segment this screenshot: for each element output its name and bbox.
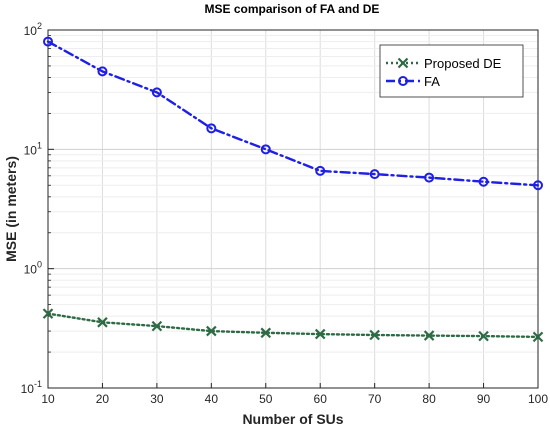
x-tick-label: 70	[368, 392, 382, 406]
x-tick-label: 20	[96, 392, 110, 406]
x-tick-label: 50	[259, 392, 273, 406]
data-point	[206, 123, 217, 134]
data-point	[315, 165, 326, 176]
legend-box	[379, 44, 524, 98]
marker-stroke	[314, 328, 326, 340]
legend-item: FA	[386, 74, 440, 89]
data-point	[423, 330, 435, 341]
data-point	[369, 169, 380, 180]
marker-stroke	[260, 327, 272, 339]
legend-swatch-marker	[397, 57, 409, 69]
legend-swatch-marker	[398, 76, 408, 86]
plot-frame	[47, 29, 539, 389]
data-point	[424, 172, 435, 183]
y-axis-label: MSE (in meters)	[3, 156, 19, 262]
data-point	[97, 66, 108, 77]
data-point	[478, 330, 489, 342]
marker-stroke	[42, 308, 54, 319]
marker-stroke	[423, 330, 435, 341]
legend-label: FA	[424, 74, 440, 89]
data-point	[43, 36, 53, 47]
data-point	[151, 320, 163, 332]
series-0	[42, 308, 544, 343]
marker-stroke	[97, 317, 108, 328]
data-point	[478, 176, 489, 187]
data-point	[369, 329, 380, 341]
marker-stroke	[369, 329, 380, 341]
marker-stroke	[397, 57, 409, 69]
x-tick-label: 100	[528, 392, 548, 406]
y-tick-label: 100	[24, 260, 42, 277]
legend-label: Proposed DE	[424, 56, 502, 71]
y-axis-ticks: 10-1 100 101 102	[21, 21, 54, 396]
y-tick-label: 102	[24, 21, 42, 38]
data-point	[97, 317, 108, 328]
marker-stroke	[532, 331, 544, 343]
y-tick-label: 101	[24, 140, 42, 157]
legend-item: Proposed DE	[386, 56, 502, 71]
x-tick-label: 80	[422, 392, 436, 406]
x-axis-label: Number of SUs	[242, 411, 343, 427]
x-tick-label: 60	[314, 392, 328, 406]
data-point	[260, 327, 272, 339]
data-point	[206, 325, 217, 337]
data-point	[314, 328, 326, 340]
legend-items: Proposed DE FA	[386, 56, 502, 89]
series-layer	[42, 36, 544, 343]
chart-title: MSE comparison of FA and DE	[205, 2, 380, 16]
marker-stroke	[206, 325, 217, 337]
x-tick-label: 40	[205, 392, 219, 406]
data-point	[532, 331, 544, 343]
data-point	[260, 144, 271, 155]
marker-stroke	[478, 330, 489, 342]
x-tick-label: 10	[41, 392, 55, 406]
data-point	[533, 180, 543, 191]
legend: Proposed DE FA	[379, 44, 524, 98]
x-axis-ticks: 10 20 30 40 50 60 70 80 90 100	[41, 383, 548, 406]
y-tick-label: 10-1	[21, 379, 42, 396]
x-tick-label: 90	[477, 392, 491, 406]
marker-stroke	[151, 320, 163, 332]
series-line	[46, 40, 540, 187]
series-1	[43, 36, 543, 191]
data-point	[151, 87, 162, 98]
x-tick-label: 30	[150, 392, 164, 406]
data-point	[42, 308, 54, 319]
series-line	[46, 312, 540, 339]
